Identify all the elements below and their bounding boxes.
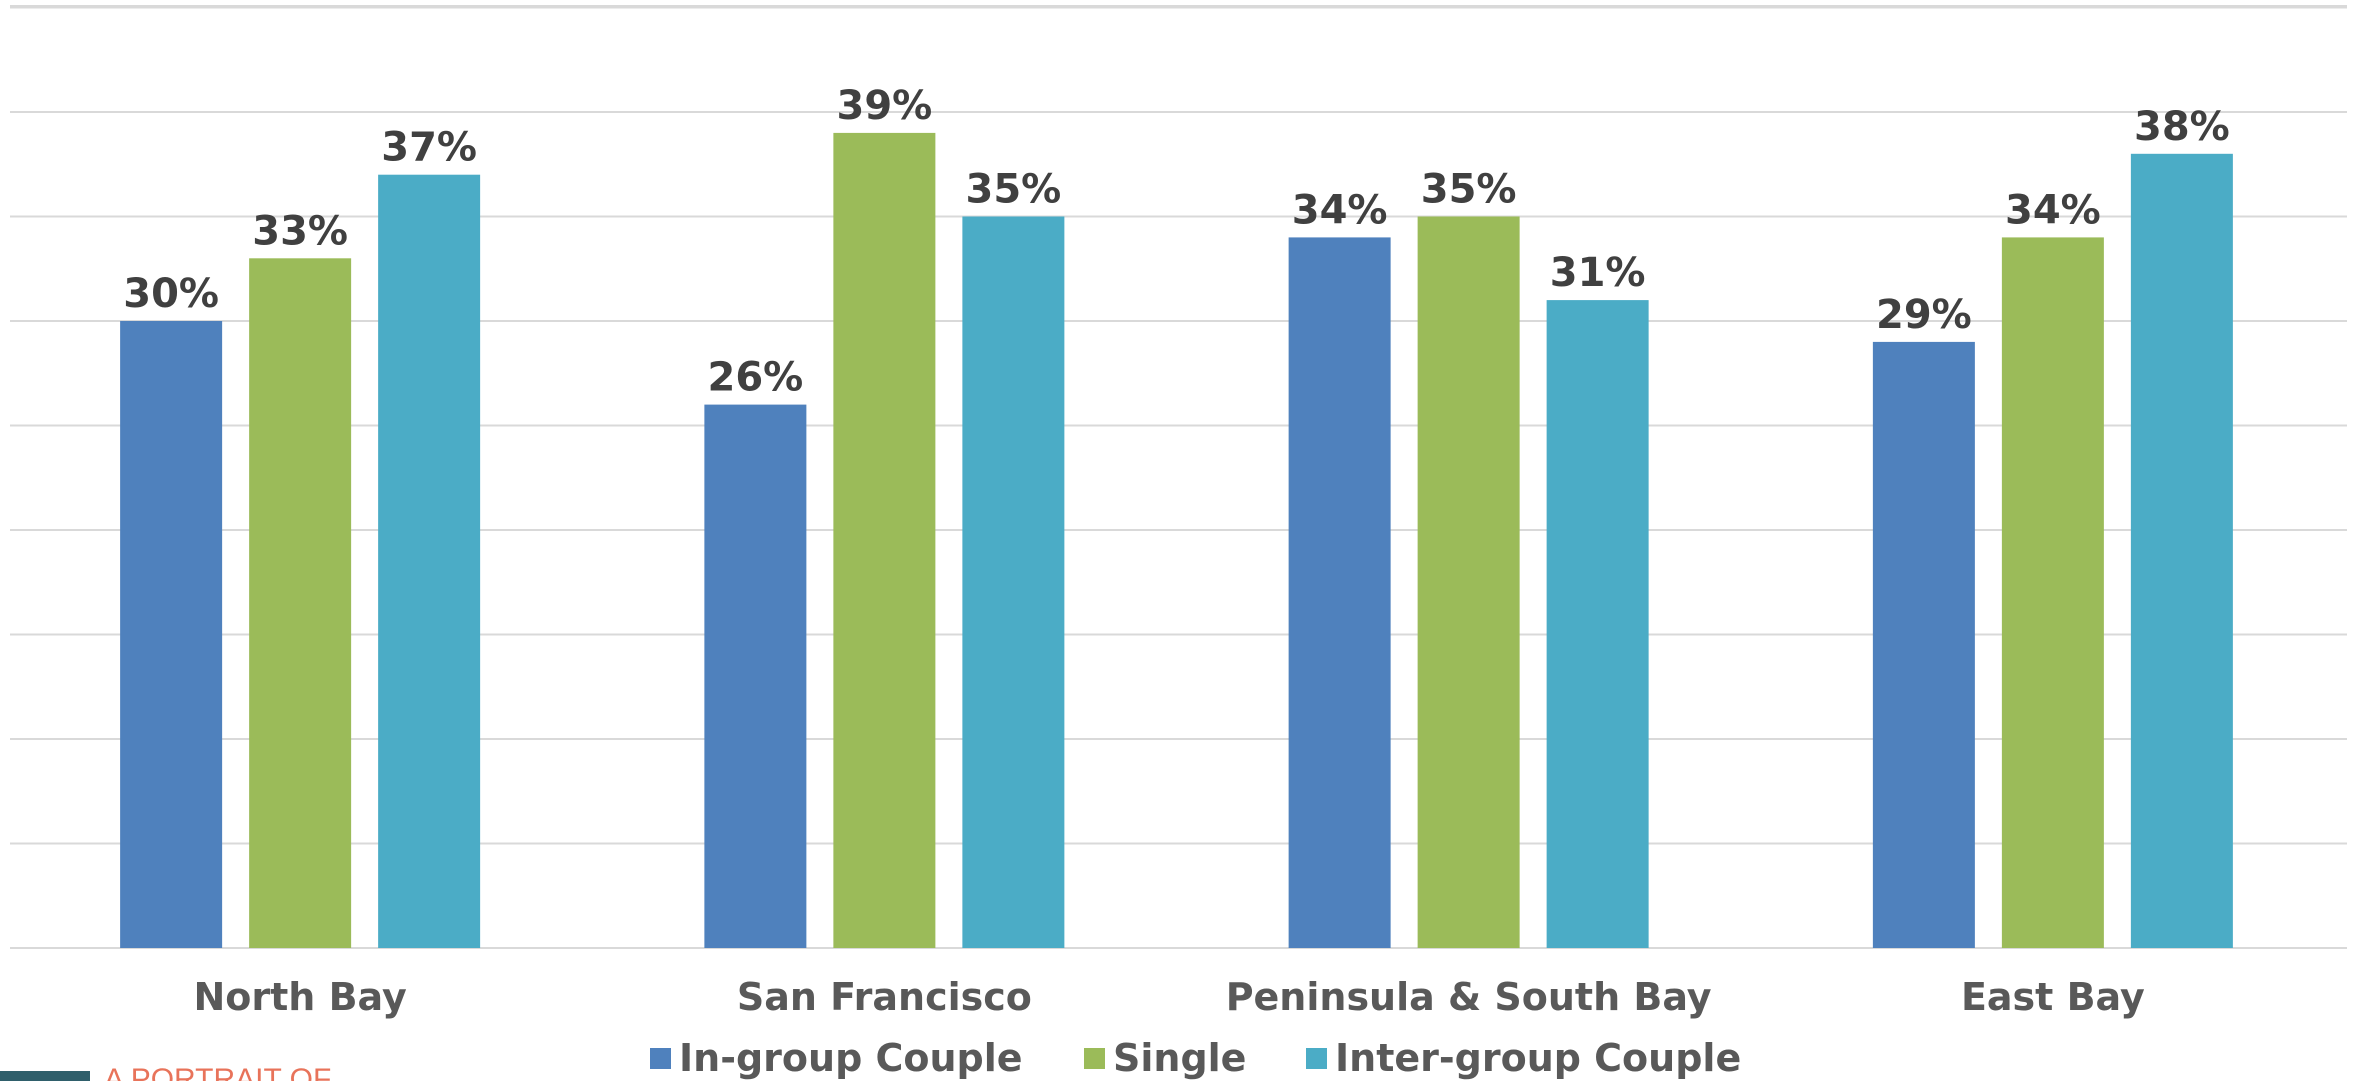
data-label: 34% bbox=[1292, 187, 1388, 233]
footer-logo-bar bbox=[0, 1071, 90, 1081]
legend-swatch bbox=[1084, 1048, 1105, 1069]
category-label: San Francisco bbox=[737, 975, 1032, 1019]
legend-label: Single bbox=[1113, 1036, 1246, 1080]
data-label: 34% bbox=[2005, 187, 2101, 233]
bar-inter-group-couple-0 bbox=[378, 174, 481, 948]
data-label: 29% bbox=[1876, 292, 1972, 338]
bar-single-0 bbox=[249, 258, 352, 948]
category-label: Peninsula & South Bay bbox=[1226, 975, 1712, 1019]
legend: In-group Couple Single Inter-group Couple bbox=[650, 1036, 1741, 1080]
bar-in-group-couple-0 bbox=[120, 321, 223, 948]
bar-in-group-couple-2 bbox=[1288, 237, 1391, 948]
footer-caption: A PORTRAIT OF bbox=[104, 1065, 331, 1081]
gridlines bbox=[10, 5, 2347, 949]
data-label: 35% bbox=[966, 167, 1062, 213]
bars bbox=[120, 132, 2233, 949]
bar-single-1 bbox=[833, 132, 936, 948]
bar-inter-group-couple-1 bbox=[962, 216, 1065, 948]
data-labels: 30% 33% 37% 26% 39% 35% 34% 35% 31% 29% 34% 38% bbox=[123, 83, 2230, 401]
bar-inter-group-couple-3 bbox=[2130, 153, 2233, 949]
legend-swatch bbox=[650, 1048, 671, 1069]
data-label: 39% bbox=[837, 83, 933, 129]
data-label: 31% bbox=[1550, 250, 1646, 296]
bar-single-3 bbox=[2001, 237, 2104, 948]
bar-in-group-couple-1 bbox=[704, 404, 807, 949]
data-label: 30% bbox=[123, 271, 219, 317]
bar-single-2 bbox=[1417, 216, 1520, 948]
legend-label: Inter-group Couple bbox=[1335, 1036, 1741, 1080]
data-label: 35% bbox=[1421, 167, 1517, 213]
data-label: 37% bbox=[381, 125, 477, 171]
bar-in-group-couple-3 bbox=[1872, 341, 1975, 948]
category-label: East Bay bbox=[1961, 975, 2145, 1019]
bar-inter-group-couple-2 bbox=[1546, 300, 1649, 949]
data-label: 38% bbox=[2134, 104, 2230, 150]
data-label: 33% bbox=[252, 208, 348, 254]
category-labels: North Bay San Francisco Peninsula & South … bbox=[193, 975, 2145, 1019]
legend-swatch bbox=[1306, 1048, 1327, 1069]
category-label: North Bay bbox=[193, 975, 407, 1019]
data-label: 26% bbox=[708, 355, 804, 401]
legend-label: In-group Couple bbox=[679, 1036, 1023, 1080]
